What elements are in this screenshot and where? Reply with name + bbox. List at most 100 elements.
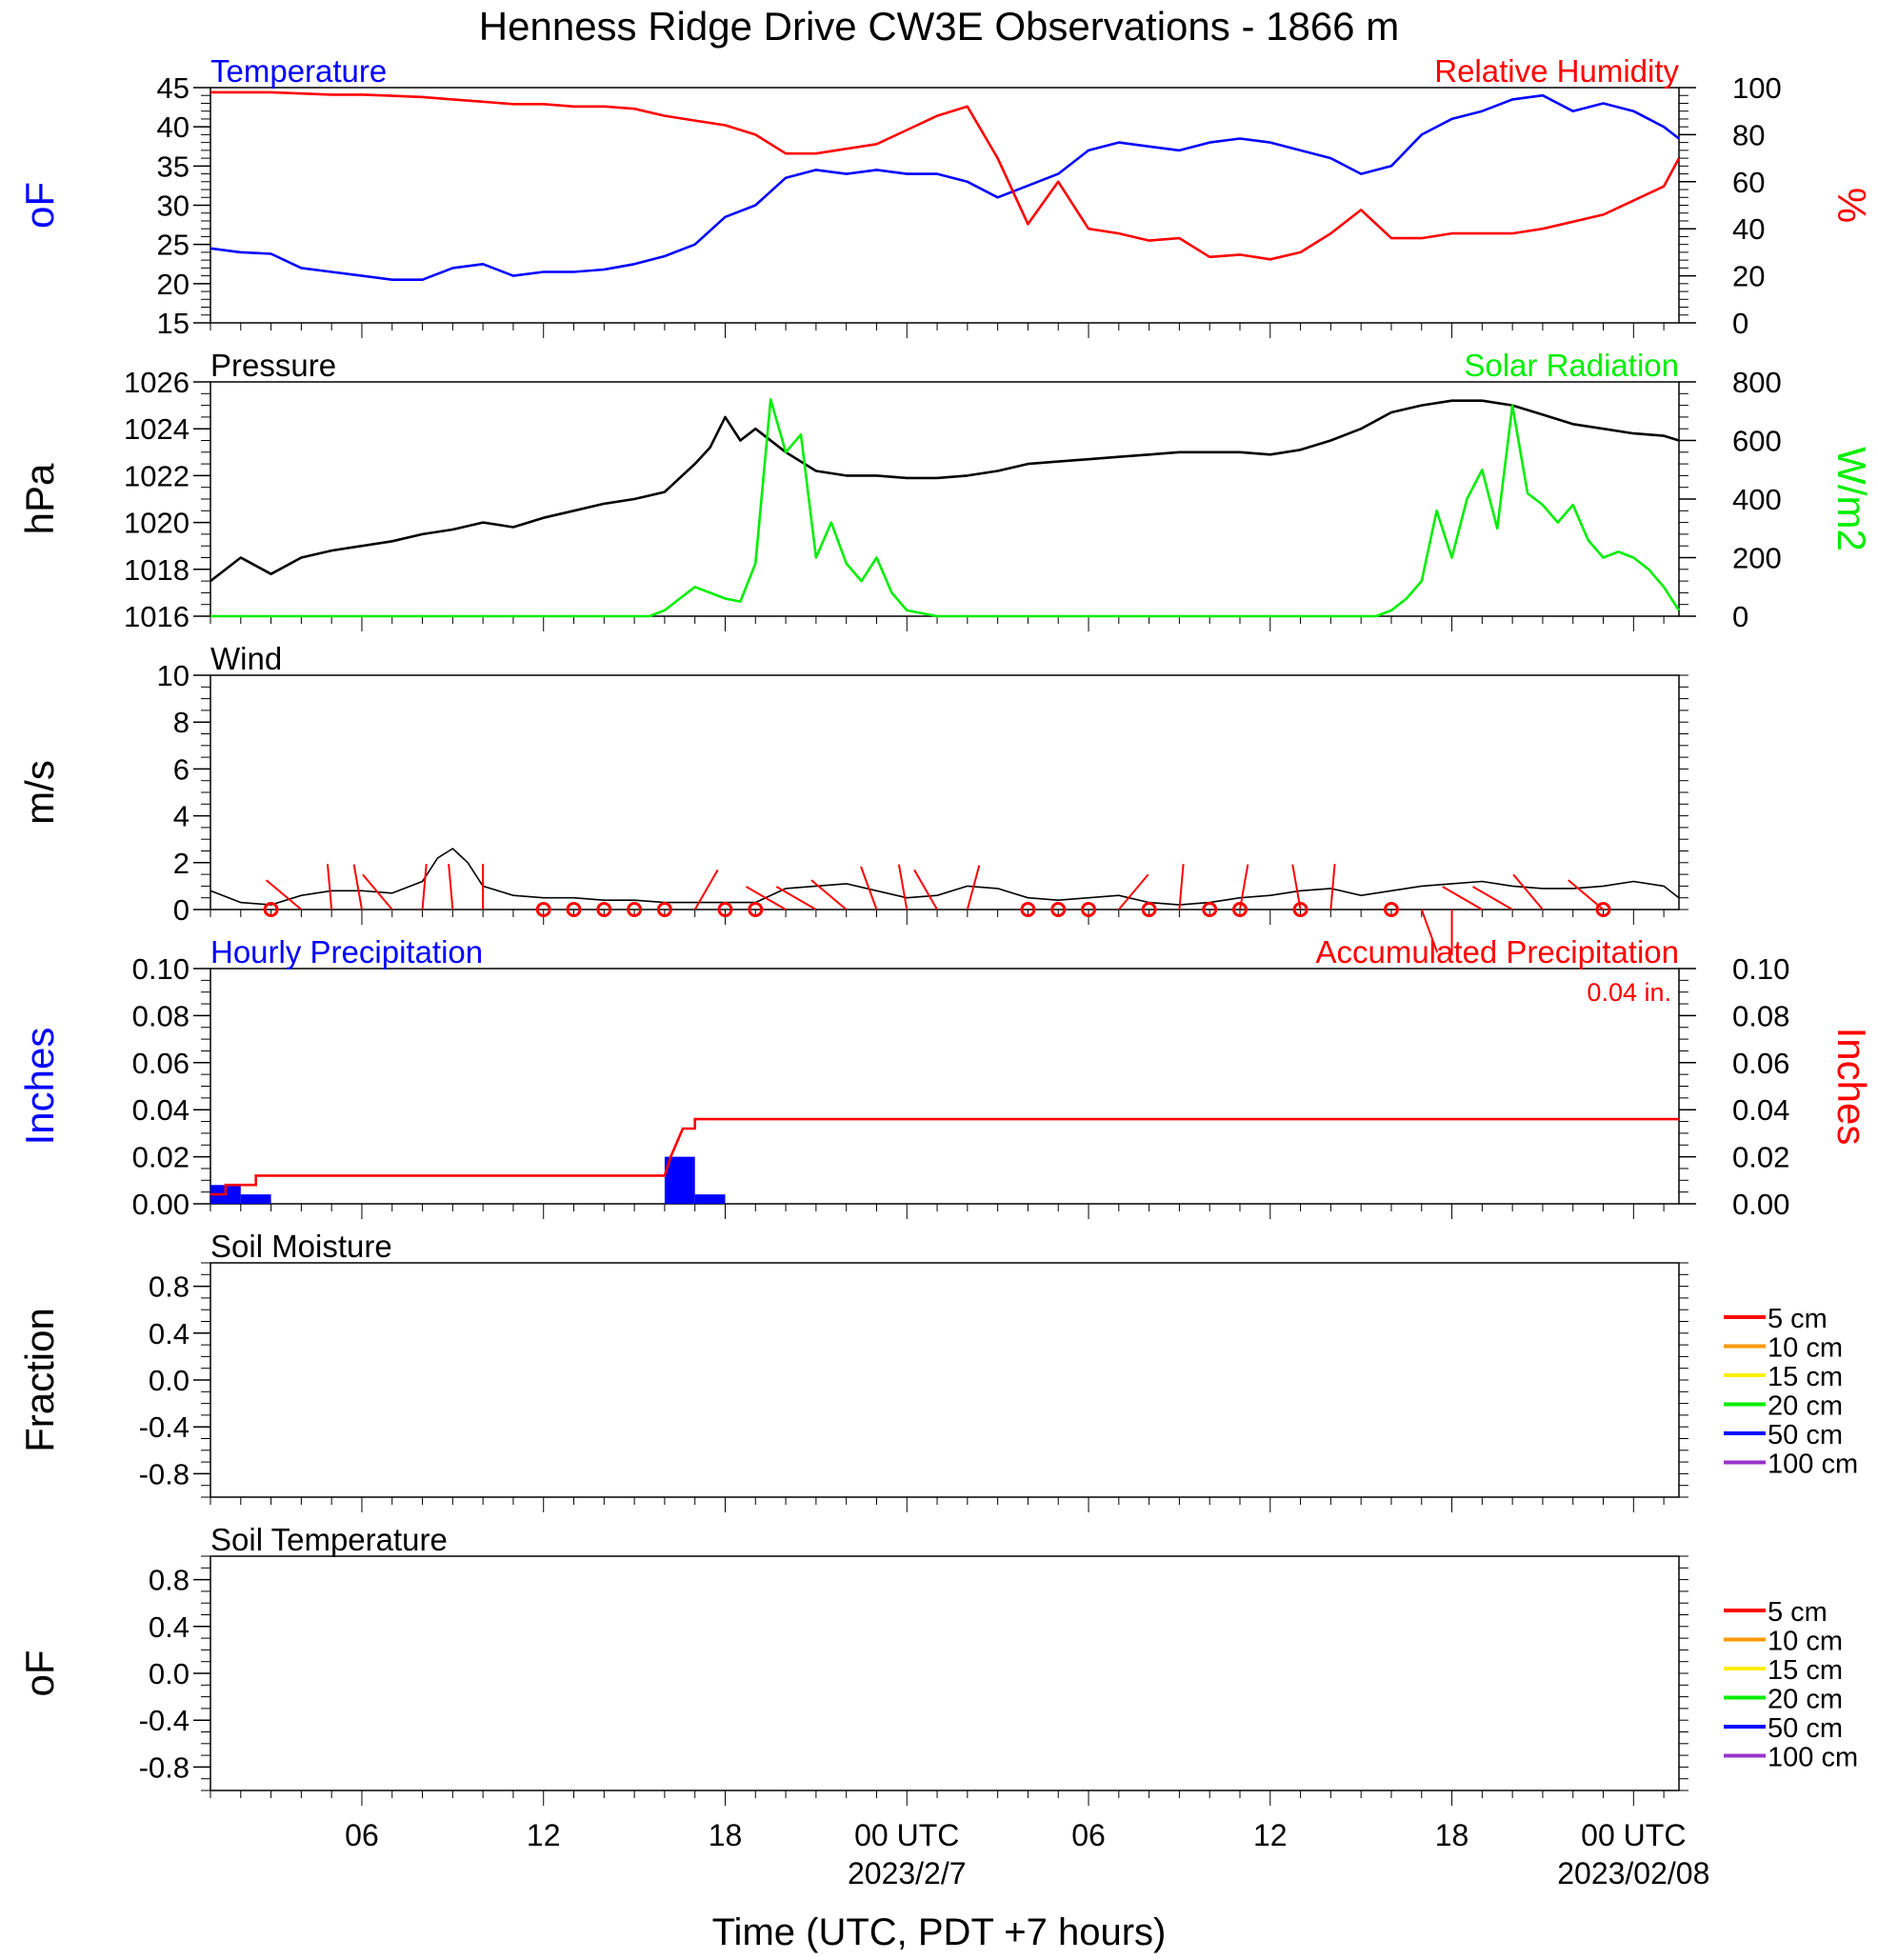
legend-label: 20 cm [1768,1685,1843,1715]
y-tick-label: 1022 [124,459,190,492]
panel-title-left: Temperature [210,53,387,89]
temperature-humidity-frame [210,87,1680,324]
panel-title-left: Soil Moisture [210,1229,392,1264]
wind-barb [448,864,454,910]
wind-barb [810,879,848,910]
x-tick-label: 00 UTC [1581,1818,1686,1852]
legend-label: 20 cm [1768,1391,1843,1422]
calm-wind-marker [627,902,643,917]
y-tick-label: 1018 [124,553,190,587]
right-y-tick-label: 200 [1732,542,1782,575]
wind-barb [860,866,878,910]
calm-wind-marker [1202,902,1218,917]
y-tick-label: 1026 [124,366,190,399]
right-y-tick-label: 0.08 [1732,999,1789,1032]
y-tick-label: 1020 [124,507,190,540]
right-y-tick-label: 20 [1732,260,1765,293]
y-tick-label: 0.8 [149,1270,190,1304]
wind-barb [421,864,428,910]
y-tick-label: 8 [173,706,190,739]
calm-wind-marker [1595,902,1611,917]
right-y-tick-label: 0.04 [1732,1093,1789,1127]
panel-title-left: Wind [210,641,282,676]
wind-barb [1239,864,1249,910]
legend-label: 15 cm [1768,1362,1843,1392]
wind-barb [352,864,363,910]
panel-title-right: Solar Radiation [1464,348,1679,383]
y-tick-label: 35 [157,150,190,183]
wind-barb [746,886,787,910]
calm-wind-marker [656,902,672,917]
y-axis-title: oF [17,1650,62,1696]
y-tick-label: 0.08 [132,999,190,1032]
y-tick-label: 1024 [124,412,190,446]
y-tick-label: 4 [173,800,190,833]
y-axis-title: oF [17,182,62,229]
hourly-precip-bar [240,1194,271,1204]
wind-barb [1472,886,1513,910]
right-y-tick-label: 0.02 [1732,1141,1789,1174]
right-y-axis-title: Inches [1829,1028,1874,1146]
y-tick-label: -0.4 [139,1704,190,1737]
y-tick-label: 0.0 [149,1364,190,1397]
legend-label: 100 cm [1768,1743,1858,1773]
right-y-tick-label: 800 [1732,366,1782,399]
legend-label: 15 cm [1768,1655,1843,1686]
calm-wind-marker [1292,902,1309,917]
x-axis-title: Time (UTC, PDT +7 hours) [712,1911,1167,1953]
calm-wind-marker [596,902,612,917]
wind-barb [966,865,981,910]
soil-temperature-frame [210,1555,1680,1791]
right-y-tick-label: 40 [1732,212,1765,246]
right-y-axis-title: W/m2 [1829,447,1874,551]
wind-frame [210,674,1680,910]
wind-barb [897,864,909,910]
calm-wind-marker [263,902,279,917]
x-tick-label: 18 [709,1818,743,1852]
panel-title-left: Soil Temperature [210,1522,448,1557]
legend-label: 50 cm [1768,1420,1843,1450]
pressure-solar-frame [210,381,1680,617]
x-tick-label: 00 UTC [854,1818,959,1852]
wind-barb [1568,879,1605,910]
soil-moisture-frame [210,1262,1680,1498]
right-y-tick-label: 0.10 [1732,952,1789,986]
series-line-pressure [210,399,1680,583]
x-tick-label: 06 [1071,1818,1106,1852]
wind-barb [1118,873,1149,910]
x-tick-label: 12 [527,1818,561,1852]
wind-barb [1442,886,1483,910]
precip-total-label: 0.04 in. [1587,978,1671,1007]
wind-barb [693,869,719,910]
calm-wind-marker [1141,902,1157,917]
right-y-tick-label: 60 [1732,166,1765,199]
legend-label: 100 cm [1768,1450,1858,1480]
wind-barb [1420,909,1439,953]
calm-wind-marker [1050,902,1067,917]
y-tick-label: 30 [157,190,190,223]
y-tick-label: -0.8 [139,1457,190,1490]
y-tick-label: 2 [173,847,190,880]
y-tick-label: 1016 [124,600,190,633]
legend-label: 5 cm [1768,1304,1828,1334]
y-tick-label: 0.04 [132,1093,190,1127]
legend-label: 10 cm [1768,1627,1843,1657]
y-tick-label: 0.0 [149,1657,190,1690]
y-tick-label: 0.4 [149,1317,190,1350]
y-tick-label: 0.02 [132,1141,190,1174]
right-y-axis-title: % [1829,188,1874,223]
right-y-tick-label: 0 [1732,307,1748,340]
wind-barb [1329,864,1336,910]
x-tick-label: 18 [1435,1818,1469,1852]
right-y-tick-label: 0 [1732,600,1748,633]
x-date-label: 2023/2/7 [848,1856,967,1890]
series-line-temperature [210,93,1680,282]
right-y-tick-label: 400 [1732,483,1782,516]
wind-barb [1291,864,1302,910]
precipitation-frame [210,968,1680,1205]
wind-barb [1178,864,1185,910]
wind-barb [775,886,817,910]
x-tick-label: 06 [345,1818,379,1852]
y-tick-label: -0.8 [139,1750,190,1784]
calm-wind-marker [748,902,764,917]
